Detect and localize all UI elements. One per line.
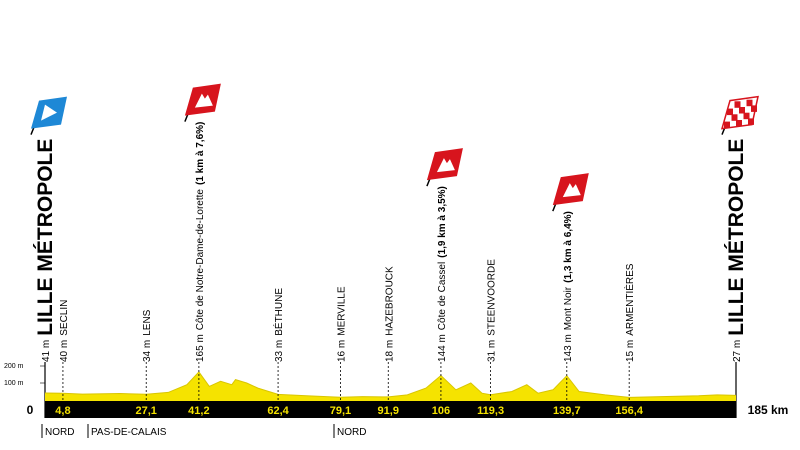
waypoint-name: ARMENTIÈRES [623,263,636,336]
waypoint-label: 144 m Côte de Cassel (1,9 km à 3,5%) [437,186,448,362]
waypoint-name: SECLIN [59,300,70,336]
waypoint-altitude: 33 m [274,340,285,362]
waypoint-label: 34 m LENS [142,309,153,362]
waypoint-altitude: 143 m [563,334,574,362]
waypoint-altitude: 15 m [625,340,636,362]
waypoint-label: 143 m Mont Noir (1,3 km à 6,4%) [563,211,574,362]
waypoint-label: 33 m BÉTHUNE [272,288,285,362]
flag-arrow [41,104,57,121]
flag-check [751,105,757,112]
km-label: 27,1 [136,405,157,417]
waypoint-altitude: 40 m [59,340,70,362]
waypoint-detail: (1,3 km à 6,4%) [563,211,574,283]
waypoint-label: 18 m HAZEBROUCK [384,266,395,362]
km-label: 139,7 [553,405,581,417]
flag-check [727,108,733,116]
distance-bar [45,401,736,418]
flag-mountain [194,93,213,108]
waypoint-name: STEENVOORDE [487,259,498,336]
waypoint-detail: (1,9 km à 3,5%) [437,186,448,258]
km-label: 4,8 [55,405,70,417]
waypoint-name: MERVILLE [336,286,347,336]
waypoint-altitude: 27 m [732,340,743,362]
waypoint-label: 41 m LILLE MÉTROPOLE [34,139,57,362]
flag-check [743,112,750,120]
flag-check [734,101,741,108]
waypoint-name: Côte de Cassel [437,262,448,330]
waypoint-label: 31 m STEENVOORDE [487,259,498,362]
waypoint-name: HAZEBROUCK [384,266,395,336]
flag-check [739,106,745,114]
y-tick-label: 200 m [4,363,24,370]
flag-mountain [436,158,455,173]
flag-mountain [562,183,581,198]
region-label: NORD [337,427,366,438]
flag-check [724,121,730,129]
km-label: 91,9 [378,405,399,417]
waypoint-altitude: 16 m [336,340,347,362]
waypoint-detail: (1 km à 7,6%) [195,122,206,185]
flag-check [746,99,753,107]
waypoint-label: 40 m SECLIN [59,300,70,362]
flag-icon [552,173,589,212]
waypoint-label: 165 m Côte de Notre-Dame-de-Lorette (1 km … [195,122,206,362]
waypoint-altitude: 31 m [487,340,498,362]
region-label: NORD [45,427,74,438]
region-label: PAS-DE-CALAIS [91,427,167,438]
waypoint-altitude: 165 m [195,334,206,362]
km-label: 0 [27,403,34,417]
waypoint-label: 15 m ARMENTIÈRES [623,263,636,362]
flag-icon [426,148,463,187]
km-label: 106 [432,405,450,417]
km-label: 79,1 [330,405,351,417]
km-label: 185 km [748,403,789,417]
km-label: 41,2 [188,405,209,417]
waypoint-altitude: 144 m [437,334,448,362]
waypoint-name: LILLE MÉTROPOLE [34,139,57,336]
waypoint-name: Mont Noir [563,286,574,330]
flag-check [731,114,738,121]
waypoint-name: LENS [142,309,153,335]
km-label: 156,4 [615,405,643,417]
waypoint-name: Côte de Notre-Dame-de-Lorette [195,189,206,331]
waypoint-altitude: 41 m [41,340,52,362]
elevation-line [44,371,737,398]
waypoint-altitude: 34 m [142,340,153,362]
flag-icon [720,95,759,135]
waypoint-name: LILLE MÉTROPOLE [725,139,748,336]
elevation-area [45,371,736,401]
flag-check [748,118,754,125]
waypoint-altitude: 18 m [384,340,395,362]
waypoint-name: BÉTHUNE [272,288,285,336]
y-tick-label: 100 m [4,380,24,387]
km-label: 62,4 [267,405,289,417]
km-label: 119,3 [477,405,504,417]
waypoint-label: 16 m MERVILLE [336,286,347,362]
waypoint-label: 27 m LILLE MÉTROPOLE [725,139,748,362]
flag-check [736,119,742,127]
flag-icon [30,96,67,135]
flag-icon [184,83,221,122]
